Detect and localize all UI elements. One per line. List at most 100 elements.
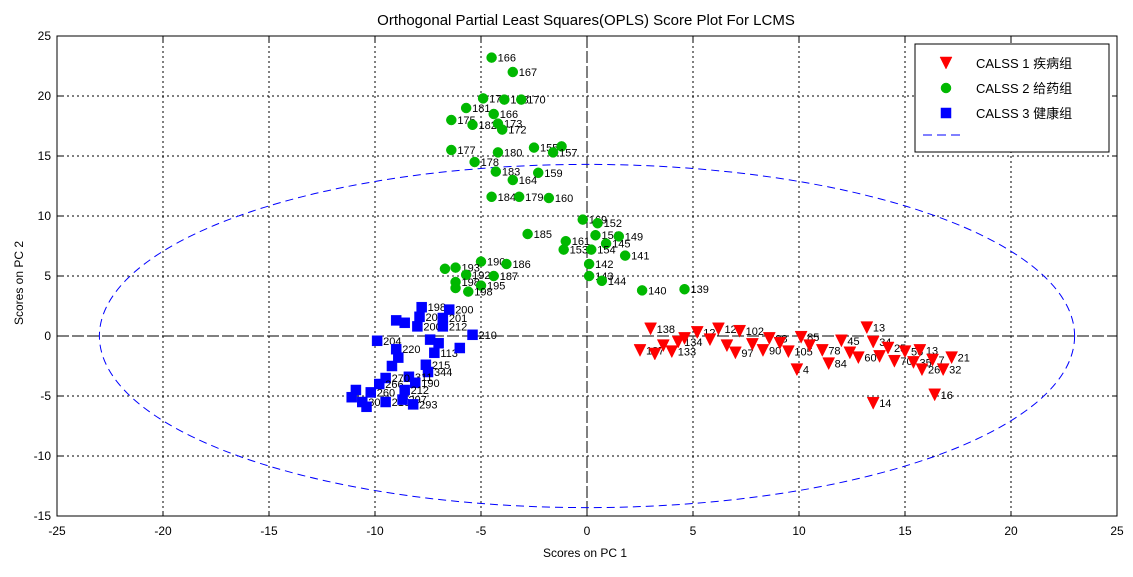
x-tick-label: 0 xyxy=(584,524,591,538)
data-point xyxy=(416,301,427,313)
data-point xyxy=(585,244,597,255)
data-point-label: 192 xyxy=(472,270,490,282)
data-point xyxy=(399,384,410,396)
data-point xyxy=(516,94,527,105)
data-point-label: 78 xyxy=(828,345,840,357)
data-point-label: 166 xyxy=(500,109,518,121)
data-point xyxy=(414,311,425,323)
data-point-label: 144 xyxy=(608,276,626,288)
data-point xyxy=(756,344,770,357)
data-point xyxy=(720,339,734,353)
data-point xyxy=(486,191,497,203)
data-point xyxy=(486,52,497,63)
data-point-label: 187 xyxy=(500,271,518,283)
data-point xyxy=(403,371,415,383)
data-point xyxy=(454,342,466,354)
data-point-label: 200 xyxy=(423,321,441,333)
plot-frame xyxy=(56,35,1118,517)
data-point-label: 45 xyxy=(847,336,859,348)
data-point xyxy=(644,322,658,336)
data-point-label: 195 xyxy=(487,281,505,293)
data-point-label: 198 xyxy=(474,287,492,299)
data-point xyxy=(898,345,912,359)
data-point xyxy=(488,108,499,120)
data-point xyxy=(490,166,502,177)
data-point xyxy=(866,396,880,410)
data-point-label: 220 xyxy=(402,344,420,356)
legend-marker-3 xyxy=(940,107,952,119)
data-point-label: 270 xyxy=(392,373,410,385)
x-tick-label: -15 xyxy=(260,524,278,538)
data-point xyxy=(467,119,478,131)
data-point-label: 185 xyxy=(534,229,552,241)
data-point xyxy=(558,244,569,255)
data-point-label: 145 xyxy=(612,239,630,251)
data-point xyxy=(477,93,489,104)
data-point xyxy=(386,360,398,372)
data-point xyxy=(822,357,836,371)
data-point xyxy=(803,339,817,353)
data-point xyxy=(475,280,487,291)
data-point-label: 167 xyxy=(519,67,537,79)
data-point xyxy=(346,391,357,403)
data-point-label: 344 xyxy=(434,367,452,379)
data-point xyxy=(665,345,679,359)
data-point xyxy=(475,256,487,267)
data-point xyxy=(463,286,474,297)
legend-label-1: CALSS 1 疾病组 xyxy=(976,56,1072,71)
data-point-label: 134 xyxy=(684,337,702,349)
data-point xyxy=(633,344,647,357)
data-point-label: 181 xyxy=(472,103,490,115)
data-point-label: 84 xyxy=(835,359,847,371)
data-point xyxy=(926,353,939,367)
data-point-label: 215 xyxy=(432,360,450,372)
data-point xyxy=(380,372,391,384)
data-point-label: 7 xyxy=(939,355,945,367)
y-tick-label: 5 xyxy=(44,269,51,283)
data-point xyxy=(794,330,808,344)
data-point xyxy=(873,350,886,363)
legend-entries: CALSS 1 疾病组 CALSS 2 给药组 CALSS 3 健康组 xyxy=(939,56,1072,121)
data-point xyxy=(596,275,608,287)
data-point-label: 26 xyxy=(928,365,940,377)
data-point xyxy=(407,399,419,410)
data-point xyxy=(492,147,504,158)
data-point-label: 138 xyxy=(657,324,675,336)
legend-label-2: CALSS 2 给药组 xyxy=(976,81,1072,96)
data-point xyxy=(397,394,408,405)
legend-label-3: CALSS 3 健康组 xyxy=(976,106,1072,121)
axes: -25 -20 -15 -10 -5 0 5 10 15 20 25 -15 -10 -5 0 5 10 15 20… xyxy=(34,29,1124,538)
data-point-label: 198 xyxy=(462,277,480,289)
data-point xyxy=(851,351,865,365)
x-tick-label: -10 xyxy=(366,524,384,538)
data-point xyxy=(712,322,725,336)
y-tick-label: 25 xyxy=(38,29,52,43)
data-point-label: 173 xyxy=(504,119,522,131)
data-point xyxy=(583,270,595,282)
data-point xyxy=(543,192,555,204)
y-tick-label: -15 xyxy=(34,509,52,523)
data-point-label: 90 xyxy=(769,345,781,357)
data-point-label: 157 xyxy=(559,147,577,159)
x-tick-label: 20 xyxy=(1004,524,1018,538)
data-point-label: 266 xyxy=(385,379,403,391)
data-point xyxy=(467,329,478,341)
data-point-label: 4 xyxy=(803,365,809,377)
data-point-label: 198 xyxy=(428,302,446,314)
data-point-label: 149 xyxy=(625,231,643,243)
data-point xyxy=(936,363,950,377)
data-point-label: 142 xyxy=(595,259,613,271)
data-point xyxy=(450,282,461,294)
data-point xyxy=(907,356,920,369)
data-point xyxy=(412,321,423,332)
data-point xyxy=(679,283,690,295)
data-point-label: 172 xyxy=(508,125,526,137)
data-point-label: 160 xyxy=(555,193,573,205)
data-point xyxy=(446,114,457,126)
data-point-label: 170 xyxy=(527,95,545,107)
data-point xyxy=(460,269,472,281)
data-point-label: 182 xyxy=(479,120,497,132)
data-point xyxy=(450,262,461,273)
data-point-label: 13 xyxy=(873,323,885,335)
